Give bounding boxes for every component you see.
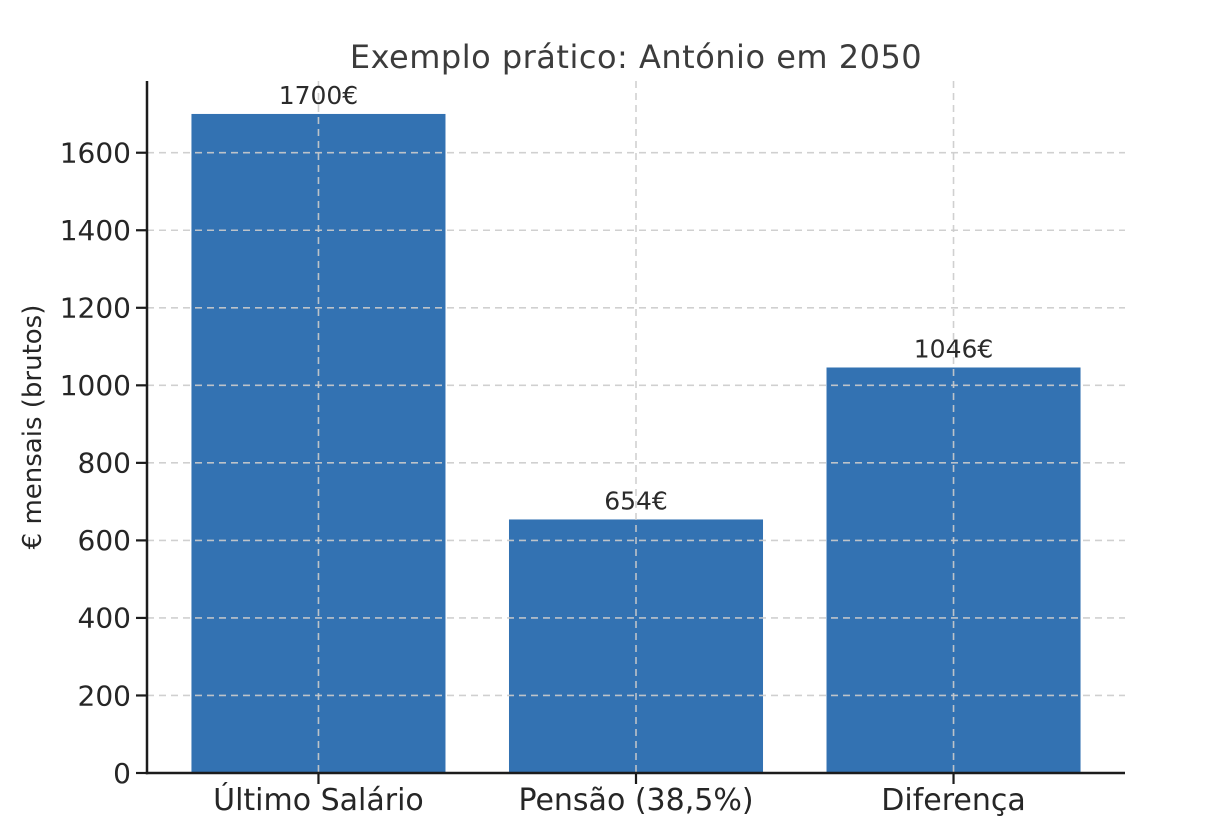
y-tick-label-200: 200 [78, 679, 131, 712]
chart-title: Exemplo prático: António em 2050 [349, 38, 923, 76]
y-axis-label: € mensais (brutos) [18, 304, 48, 550]
bar-2 [826, 367, 1081, 773]
bar-value-label-0: 1700€ [279, 81, 359, 110]
y-tick-label-1000: 1000 [60, 369, 131, 402]
y-tick-label-600: 600 [78, 524, 131, 557]
x-tick-label-0: Último Salário [213, 781, 424, 818]
y-tick-label-1400: 1400 [60, 214, 131, 247]
y-tick-label-800: 800 [78, 447, 131, 480]
y-tick-label-1600: 1600 [60, 137, 131, 170]
bar-value-label-2: 1046€ [914, 334, 994, 363]
y-tick-label-1200: 1200 [60, 292, 131, 325]
x-tick-label-1: Pensão (38,5%) [518, 783, 753, 818]
y-tick-label-400: 400 [78, 602, 131, 635]
bar-value-label-1: 654€ [604, 486, 668, 515]
y-tick-label-0: 0 [113, 757, 131, 790]
x-tick-label-2: Diferença [881, 783, 1025, 818]
